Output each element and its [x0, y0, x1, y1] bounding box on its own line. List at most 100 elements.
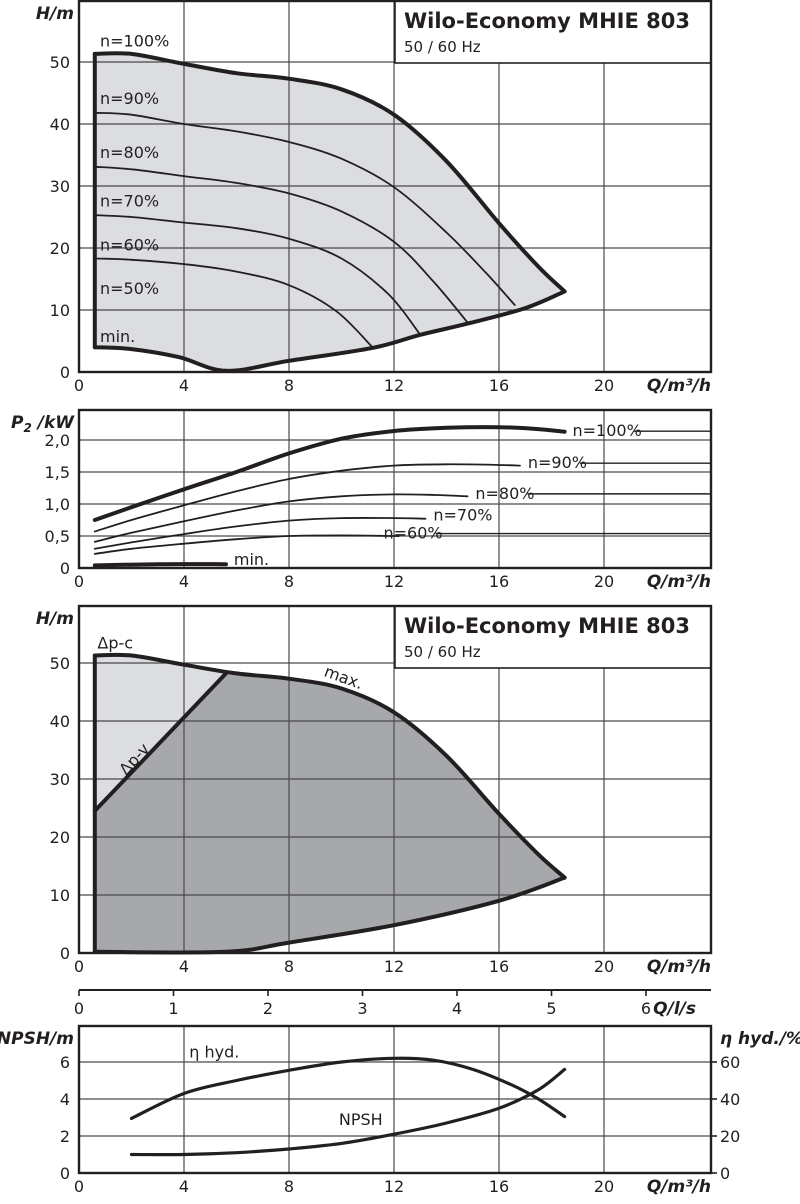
chart-power_curves: n=100% n=90% n=80% n=70%n=60% min. 0 0,5 1,0 1,5… — [11, 408, 713, 592]
y-right-tick-label: 60 — [720, 1053, 740, 1072]
curve-label: n=50% — [100, 279, 159, 298]
secondary-x-axis-title: Q/l/s — [653, 999, 696, 1019]
y-tick-label: 10 — [50, 301, 70, 320]
y-axis-title: H/m — [36, 4, 74, 24]
y-right-axis-title: η hyd./% — [720, 1029, 800, 1049]
curve-label: n=60% — [100, 235, 159, 254]
x-tick-label: 4 — [179, 957, 189, 976]
y-tick-label: 1,5 — [45, 463, 70, 482]
curve-n-70- — [93, 214, 422, 336]
y-tick-label: 0 — [60, 944, 70, 963]
y-tick-label: 40 — [50, 712, 70, 731]
x-axis-title: Q/m³/h — [647, 572, 711, 592]
curve-n-80- — [93, 165, 469, 324]
x-tick-label: 12 — [384, 376, 404, 395]
x-tick-label: 16 — [489, 376, 509, 395]
curve-label: n=70% — [100, 191, 159, 210]
curve-label: Δp-c — [97, 634, 133, 653]
secondary-x-tick-label: 4 — [452, 999, 462, 1018]
chart-title: Wilo-Economy MHIE 803 — [404, 614, 690, 638]
x-tick-label: 8 — [284, 957, 294, 976]
x-tick-label: 20 — [594, 1177, 614, 1196]
y-tick-label: 0 — [60, 559, 70, 578]
curve-n-60- — [93, 257, 374, 349]
curve-n-100- — [92, 425, 567, 522]
y-tick-label: 20 — [50, 239, 70, 258]
curve-n-90- — [93, 463, 521, 533]
secondary-x-tick-label: 5 — [546, 999, 556, 1018]
curve-label: n=60% — [384, 524, 443, 543]
plot-frame — [77, 408, 713, 570]
curve-label: n=90% — [528, 453, 587, 472]
y-tick-label: 30 — [50, 177, 70, 196]
x-tick-label: 16 — [489, 957, 509, 976]
y-right-tick-label: 40 — [720, 1090, 740, 1109]
x-tick-label: 8 — [284, 376, 294, 395]
secondary-x-tick-label: 3 — [357, 999, 367, 1018]
curve-n-100- — [92, 51, 567, 294]
curve-max- — [92, 652, 567, 880]
x-tick-label: 4 — [179, 1177, 189, 1196]
x-tick-label: 16 — [489, 572, 509, 591]
y-tick-label: 20 — [50, 828, 70, 847]
plot-frame — [77, 604, 713, 955]
curve-label: n=70% — [433, 506, 492, 525]
chart-subtitle: 50 / 60 Hz — [404, 643, 481, 661]
x-tick-label: 12 — [384, 957, 404, 976]
y-tick-label: 0 — [60, 1164, 70, 1183]
secondary-x-tick-label: 2 — [263, 999, 273, 1018]
plot-frame — [77, 0, 713, 374]
y-tick-label: 50 — [50, 53, 70, 72]
x-tick-label: 0 — [74, 376, 84, 395]
curve-min- — [92, 289, 567, 373]
x-tick-label: 16 — [489, 1177, 509, 1196]
chart-head_speed_curves: Wilo-Economy MHIE 803 50 / 60 Hz n=100% n=9… — [36, 0, 713, 396]
x-tick-label: 20 — [594, 376, 614, 395]
y-tick-label: 2 — [60, 1127, 70, 1146]
y-axis-title: P2 /kW — [11, 413, 75, 435]
x-tick-label: 0 — [74, 957, 84, 976]
y-tick-label: 2,0 — [45, 431, 70, 450]
y-tick-label: 10 — [50, 886, 70, 905]
x-tick-label: 20 — [594, 572, 614, 591]
x-tick-label: 8 — [284, 572, 294, 591]
curve-min- — [92, 562, 228, 568]
chart-subtitle: 50 / 60 Hz — [404, 38, 481, 56]
curve-label: n=80% — [475, 484, 534, 503]
secondary-x-tick-label: 0 — [74, 999, 84, 1018]
curve-label: min. — [100, 327, 135, 346]
curve-label: min. — [234, 550, 269, 569]
x-axis-title: Q/m³/h — [647, 1177, 711, 1197]
curve-label: NPSH — [339, 1110, 383, 1129]
curve-label: η hyd. — [189, 1043, 239, 1062]
y-right-tick-label: 0 — [720, 1164, 730, 1183]
x-tick-label: 12 — [384, 572, 404, 591]
region-fill-Δp-c — [94, 655, 226, 811]
curve-n-70- — [93, 516, 427, 550]
x-tick-label: 4 — [179, 572, 189, 591]
x-axis-title: Q/m³/h — [647, 376, 711, 396]
curve-label: n=80% — [100, 143, 159, 162]
x-tick-label: 0 — [74, 572, 84, 591]
secondary-x-tick-label: 1 — [168, 999, 178, 1018]
secondary-x-tick-label: 6 — [641, 999, 651, 1018]
y-tick-label: 6 — [60, 1053, 70, 1072]
x-tick-label: 4 — [179, 376, 189, 395]
curve--p-v-line — [92, 671, 228, 813]
x-tick-label: 12 — [384, 1177, 404, 1196]
y-tick-label: 1,0 — [45, 495, 70, 514]
region-fill-Δp-v — [94, 673, 565, 953]
curve-label: n=100% — [100, 32, 169, 51]
x-tick-label: 0 — [74, 1177, 84, 1196]
x-tick-label: 8 — [284, 1177, 294, 1196]
y-tick-label: 40 — [50, 115, 70, 134]
y-axis-title: H/m — [36, 609, 74, 629]
curve-npsh — [129, 1067, 567, 1157]
x-axis-title: Q/m³/h — [647, 957, 711, 977]
y-tick-label: 50 — [50, 654, 70, 673]
curve-n-60- — [93, 534, 400, 555]
